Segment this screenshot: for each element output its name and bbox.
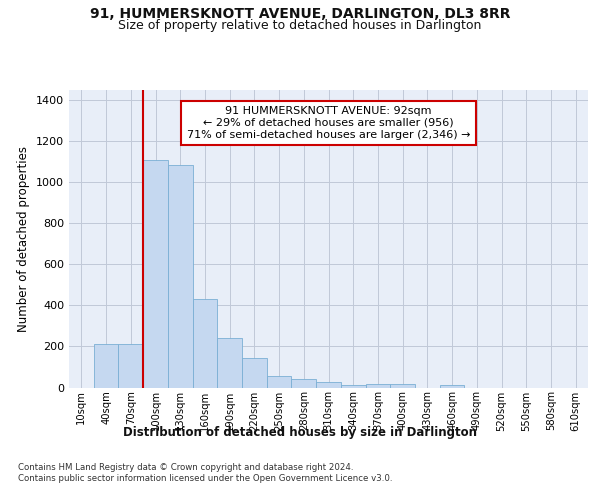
Bar bbox=[316, 382, 341, 388]
Text: Contains HM Land Registry data © Crown copyright and database right 2024.: Contains HM Land Registry data © Crown c… bbox=[18, 462, 353, 471]
Bar bbox=[118, 344, 143, 388]
Bar bbox=[267, 376, 292, 388]
Bar bbox=[440, 386, 464, 388]
Bar bbox=[242, 358, 267, 388]
Y-axis label: Number of detached properties: Number of detached properties bbox=[17, 146, 31, 332]
Text: Distribution of detached houses by size in Darlington: Distribution of detached houses by size … bbox=[123, 426, 477, 439]
Bar bbox=[193, 300, 217, 388]
Text: Size of property relative to detached houses in Darlington: Size of property relative to detached ho… bbox=[118, 19, 482, 32]
Bar bbox=[390, 384, 415, 388]
Bar bbox=[168, 165, 193, 388]
Text: Contains public sector information licensed under the Open Government Licence v3: Contains public sector information licen… bbox=[18, 474, 392, 483]
Bar bbox=[94, 344, 118, 388]
Bar bbox=[365, 384, 390, 388]
Text: 91 HUMMERSKNOTT AVENUE: 92sqm
← 29% of detached houses are smaller (956)
71% of : 91 HUMMERSKNOTT AVENUE: 92sqm ← 29% of d… bbox=[187, 106, 470, 140]
Bar bbox=[217, 338, 242, 388]
Bar bbox=[341, 386, 365, 388]
Bar bbox=[143, 160, 168, 388]
Bar bbox=[292, 380, 316, 388]
Text: 91, HUMMERSKNOTT AVENUE, DARLINGTON, DL3 8RR: 91, HUMMERSKNOTT AVENUE, DARLINGTON, DL3… bbox=[90, 8, 510, 22]
